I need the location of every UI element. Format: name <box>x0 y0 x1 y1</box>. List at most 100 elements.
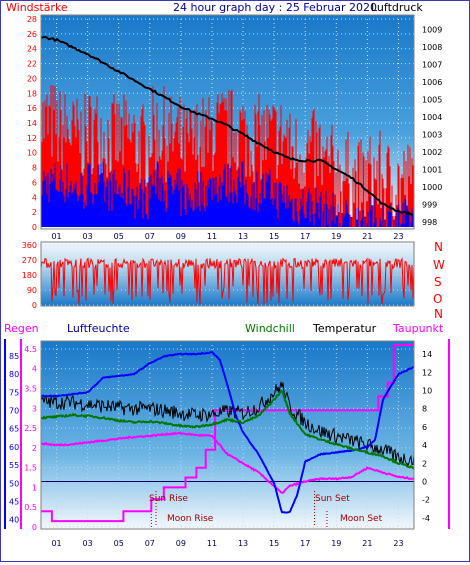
wind-x-tick-label: 11 <box>207 232 217 241</box>
wind-tick-label: 28 <box>27 15 37 24</box>
compass-label-n-bottom: N <box>434 307 443 321</box>
pressure-tick-label: 1000 <box>422 183 442 192</box>
climate-x-tick-label: 17 <box>300 539 310 548</box>
luftfeuchte-series <box>40 350 415 514</box>
rain-tick-label: 3 <box>32 404 37 413</box>
climate-x-tick-label: 19 <box>331 539 341 548</box>
pressure-tick-label: 1001 <box>422 165 442 174</box>
wind-tick-label: 12 <box>27 134 37 143</box>
sun-set-annotation: Sun Set <box>315 494 350 504</box>
compass-label-s: S <box>434 275 442 289</box>
wind-tick-label: 16 <box>27 104 37 113</box>
regen-label: Regen <box>4 322 39 335</box>
wind-x-tick-label: 01 <box>51 232 61 241</box>
wind-tick-label: 4 <box>32 193 37 202</box>
rain-tick-label: 4.5 <box>24 345 37 354</box>
pressure-tick-label: 999 <box>422 200 437 209</box>
pressure-tick-label: 1002 <box>422 148 442 157</box>
climate-x-tick-label: 09 <box>176 539 186 548</box>
climate-x-tick-label: 13 <box>238 539 248 548</box>
wind-tick-label: 14 <box>27 119 37 128</box>
climate-x-tick-label: 03 <box>83 539 93 548</box>
wind-x-tick-label: 15 <box>269 232 279 241</box>
moon-rise-annotation: Moon Rise <box>167 514 214 524</box>
climate-x-tick-label: 07 <box>145 539 155 548</box>
climate-x-tick-label: 15 <box>269 539 279 548</box>
pressure-tick-label: 1004 <box>422 113 442 122</box>
direction-panel-background <box>41 242 414 306</box>
taupunkt-label: Taupunkt <box>392 322 444 335</box>
wind-tick-label: 26 <box>27 30 37 39</box>
temperature-tick-label: -2 <box>422 496 430 505</box>
luftdruck-label: Luftdruck <box>371 1 423 14</box>
wind-tick-label: 8 <box>32 164 37 173</box>
pressure-tick-label: 1003 <box>422 130 442 139</box>
temperature-tick-label: 0 <box>422 478 427 487</box>
climate-x-tick-label: 11 <box>207 539 217 548</box>
direction-panel-border <box>40 241 415 307</box>
wind-pressure-chart: 0246810121416182022242628998999100010011… <box>27 14 442 241</box>
moon-set-annotation: Moon Set <box>340 514 383 524</box>
rain-tick-label: 4 <box>32 365 37 374</box>
humidity-tick-label: 60 <box>9 443 19 452</box>
direction-tick-label: 180 <box>22 271 37 280</box>
wind-tick-label: 0 <box>32 223 37 232</box>
wind-tick-label: 6 <box>32 178 37 187</box>
direction-tick-label: 360 <box>22 241 37 250</box>
wind-x-tick-label: 19 <box>331 232 341 241</box>
pressure-tick-label: 1005 <box>422 95 442 104</box>
humidity-tick-label: 65 <box>9 425 19 434</box>
wind-panel-border <box>40 14 415 230</box>
windchill-label: Windchill <box>245 322 295 335</box>
rain-tick-label: 2 <box>32 444 37 453</box>
pressure-tick-label: 1007 <box>422 60 442 69</box>
temperature-tick-label: 4 <box>422 441 427 450</box>
temperature-tick-label: -4 <box>422 514 430 523</box>
wind-x-tick-label: 05 <box>114 232 124 241</box>
rain-tick-label: 0 <box>32 523 37 532</box>
wind-x-tick-label: 03 <box>83 232 93 241</box>
wind-x-tick-label: 17 <box>300 232 310 241</box>
humidity-tick-label: 85 <box>9 352 19 361</box>
humidity-tick-label: 45 <box>9 498 19 507</box>
wind-x-tick-label: 21 <box>362 232 372 241</box>
humidity-tick-label: 80 <box>9 370 19 379</box>
regen-series <box>41 344 414 523</box>
rain-tick-label: 1 <box>32 483 37 492</box>
direction-tick-label: 90 <box>27 286 37 295</box>
compass-label-o: O <box>433 292 442 306</box>
temperature-tick-label: 8 <box>422 405 427 414</box>
wind-tick-label: 22 <box>27 60 37 69</box>
luftfeuchte-label: Luftfeuchte <box>67 322 130 335</box>
pressure-tick-label: 1006 <box>422 78 442 87</box>
pressure-tick-label: 998 <box>422 218 437 227</box>
wind-x-tick-label: 23 <box>393 232 403 241</box>
wind-x-tick-label: 07 <box>145 232 155 241</box>
wind-tick-label: 24 <box>27 45 37 54</box>
wind-direction-series <box>40 257 415 305</box>
windstaerke-label: Windstärke <box>6 1 68 14</box>
climate-panel-background <box>41 341 414 529</box>
rain-tick-label: 0.5 <box>24 503 37 512</box>
pressure-series <box>40 35 414 216</box>
wind-x-tick-label: 13 <box>238 232 248 241</box>
sun-rise-annotation: Sun Rise <box>149 494 188 504</box>
temperature-tick-label: 14 <box>422 350 432 359</box>
wind-tick-label: 2 <box>32 208 37 217</box>
windchill-series <box>40 381 415 468</box>
compass-label-n-top: N <box>434 240 443 254</box>
wind-direction-chart: 0 90 180 270 360 <box>22 241 415 310</box>
climate-x-tick-label: 01 <box>51 539 61 548</box>
taupunkt-series <box>40 431 415 494</box>
temperatur-series <box>40 389 415 470</box>
humidity-tick-label: 50 <box>9 479 19 488</box>
rain-tick-label: 2.5 <box>24 424 37 433</box>
pressure-tick-label: 1009 <box>422 25 442 34</box>
climate-panel-border <box>40 340 415 530</box>
direction-tick-label: 270 <box>22 256 37 265</box>
temperature-tick-label: 12 <box>422 368 432 377</box>
temperature-tick-label: 10 <box>422 387 432 396</box>
temperature-tick-label: 2 <box>422 459 427 468</box>
